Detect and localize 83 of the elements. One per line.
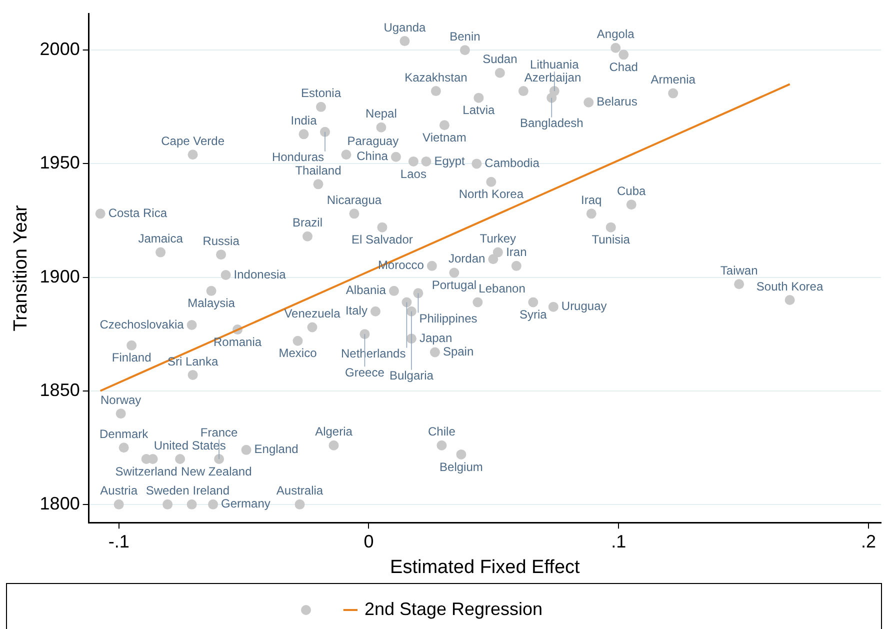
annotation: Laos <box>400 166 426 181</box>
annotation: Italy <box>345 304 368 318</box>
y-tick-label: 2000 <box>40 39 80 60</box>
annotation: Sri Lanka <box>167 354 218 368</box>
annotation: Ireland <box>192 484 230 498</box>
annotation: Portugal <box>432 278 477 292</box>
annotation: Iraq <box>581 193 602 207</box>
annotation: Egypt <box>434 154 466 168</box>
annotation: France <box>200 425 238 440</box>
annotation: Uruguay <box>561 299 607 314</box>
annotation: Lebanon <box>478 282 526 296</box>
annotation: Cuba <box>617 184 646 198</box>
y-axis-title: Transition Year <box>10 204 32 332</box>
annotation: Mexico <box>278 346 318 360</box>
annotation: Chile <box>428 424 456 439</box>
annotation: Algeria <box>315 424 353 439</box>
annotation: Kazakhstan <box>404 70 468 84</box>
annotation: Greece <box>345 365 385 380</box>
annotation: Albania <box>346 283 386 298</box>
annotation: Angola <box>596 27 635 42</box>
annotation: Spain <box>442 344 474 359</box>
annotation: Nepal <box>366 106 397 121</box>
annotation: Finland <box>112 350 152 365</box>
annotation: Russia <box>202 234 240 248</box>
y-tick-label: 1950 <box>40 152 80 173</box>
annotation: New Zealand <box>181 464 252 478</box>
annotation: Vietnam <box>422 130 466 144</box>
annotation: Paraguay <box>347 134 399 148</box>
annotation: Jamaica <box>138 232 184 246</box>
annotation: China <box>356 149 388 164</box>
annotation: Cambodia <box>484 156 540 170</box>
annotation: Australia <box>276 484 324 498</box>
annotation: Germany <box>221 496 270 511</box>
annotation: India <box>290 114 318 128</box>
annotation: Malaysia <box>188 296 236 310</box>
annotation: Chad <box>609 60 638 74</box>
annotation: Cape Verde <box>161 134 225 148</box>
annotation: Armenia <box>650 72 696 87</box>
annotation: Benin <box>450 29 480 44</box>
annotation: Brazil <box>292 216 323 230</box>
annotation: Jordan <box>448 251 486 266</box>
annotation: England <box>254 442 298 456</box>
annotation: Honduras <box>272 150 324 164</box>
annotation: Austria <box>100 484 138 498</box>
annotation: Sudan <box>482 52 518 66</box>
annotation: Latvia <box>462 103 496 118</box>
annotation: Tunisia <box>592 232 630 247</box>
x-axis-title: Estimated Fixed Effect <box>390 556 581 578</box>
annotation: South Korea <box>756 279 824 294</box>
annotation: Indonesia <box>234 267 286 282</box>
legend-label: 2nd Stage Regression <box>364 598 543 619</box>
annotation: Denmark <box>99 426 150 441</box>
annotation: Lithuania <box>530 57 580 72</box>
annotation: Nicaragua <box>326 193 382 207</box>
annotation: Uganda <box>384 20 426 34</box>
x-tick-label: .1 <box>611 531 626 552</box>
y-tick-label: 1850 <box>40 380 80 400</box>
x-tick-label: 0 <box>364 531 374 552</box>
annotation: Czechoslovakia <box>100 317 184 332</box>
annotation: Syria <box>519 308 548 322</box>
annotation: Romania <box>214 334 262 349</box>
annotation: Turkey <box>480 232 516 246</box>
annotation: Norway <box>100 392 142 407</box>
y-tick-label: 1900 <box>40 266 80 286</box>
y-tick-label: 1800 <box>40 493 80 514</box>
annotation: Belgium <box>440 460 483 474</box>
annotation: Sweden <box>146 484 190 498</box>
annotation: Iran <box>506 245 527 260</box>
annotation: Bangladesh <box>520 116 584 130</box>
annotation: Japan <box>419 330 452 345</box>
annotation: Belarus <box>596 94 638 109</box>
x-tick-label: -.1 <box>108 531 130 552</box>
annotation: Taiwan <box>720 263 758 278</box>
annotation: North Korea <box>458 187 524 202</box>
annotation: Thailand <box>295 163 342 178</box>
annotation: El Salvador <box>352 232 413 247</box>
annotation: Estonia <box>300 86 342 100</box>
x-tick-label: .2 <box>861 531 876 552</box>
annotation: Bulgaria <box>389 368 434 383</box>
annotation: Costa Rica <box>108 206 168 220</box>
annotation: Venezuela <box>284 306 341 321</box>
annotation: Switzerland <box>115 464 178 478</box>
annotation: Philippines <box>419 312 478 326</box>
